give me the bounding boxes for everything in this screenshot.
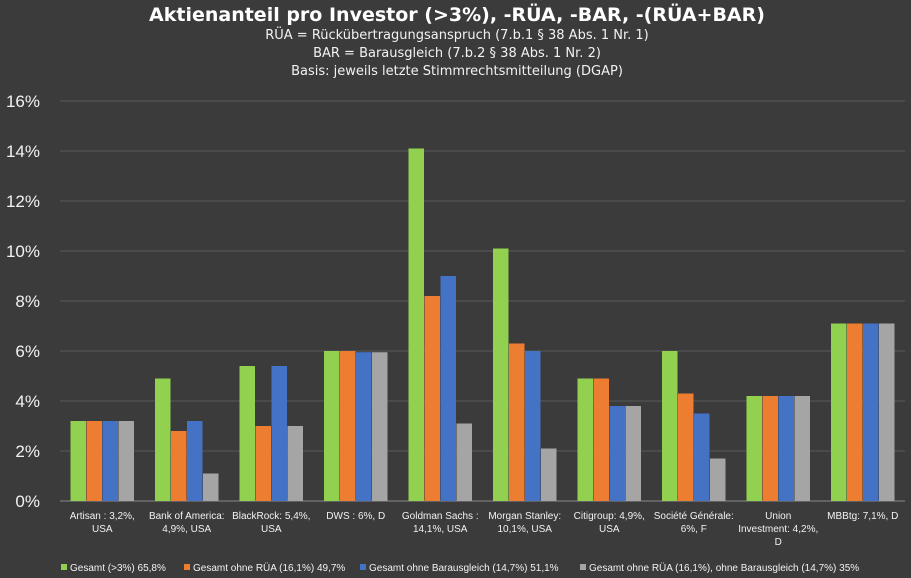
- legend-swatch: [184, 564, 190, 570]
- bar: [577, 378, 593, 501]
- bar: [625, 406, 641, 501]
- y-tick-label: 0%: [15, 492, 40, 511]
- bar: [356, 352, 372, 501]
- bar: [424, 296, 440, 501]
- legend-swatch: [360, 564, 366, 570]
- legend: Gesamt (>3%) 65,8% Gesamt ohne RÜA (16,1%…: [61, 562, 859, 574]
- legend-swatch: [580, 564, 586, 570]
- bar: [171, 431, 187, 501]
- x-tick-label: BlackRock: 5,4%,: [232, 511, 310, 522]
- bar: [593, 378, 609, 501]
- bar: [271, 366, 287, 501]
- bar: [118, 421, 134, 501]
- bar: [340, 351, 356, 501]
- x-tick-label: USA: [261, 524, 282, 535]
- legend-label: Gesamt (>3%) 65,8%: [70, 563, 166, 574]
- x-tick-label: D: [775, 537, 782, 548]
- bars: [70, 148, 895, 501]
- bar: [155, 378, 171, 501]
- bar: [778, 396, 794, 501]
- bar: [372, 352, 388, 501]
- legend-label: Gesamt ohne Barausgleich (14,7%) 51,1%: [369, 563, 559, 574]
- bar: [541, 448, 557, 501]
- bar: [239, 366, 255, 501]
- x-tick-label: 4,9%, USA: [162, 524, 211, 535]
- legend-label: Gesamt ohne RÜA (16,1%) 49,7%: [193, 562, 345, 574]
- bar: [525, 351, 541, 501]
- bar: [509, 343, 525, 501]
- legend-label: Gesamt ohne RÜA (16,1%), ohne Barausglei…: [589, 562, 859, 574]
- x-tick-label: MBBtg: 7,1%, D: [827, 511, 898, 522]
- x-tick-label: Union: [765, 511, 791, 522]
- chart-subtitle-line-3: Basis: jeweils letzte Stimmrechtsmitteil…: [291, 64, 623, 79]
- x-tick-label: 14,1%, USA: [413, 524, 468, 535]
- legend-swatch: [61, 564, 67, 570]
- bar: [678, 393, 694, 501]
- y-tick-label: 4%: [15, 392, 40, 411]
- x-tick-label: DWS : 6%, D: [326, 511, 385, 522]
- bar: [187, 421, 203, 501]
- y-tick-label: 14%: [6, 142, 40, 161]
- bar: [609, 406, 625, 501]
- bar: [794, 396, 810, 501]
- x-tick-label: Goldman Sachs :: [402, 511, 479, 522]
- bar: [863, 323, 879, 501]
- bar: [255, 426, 271, 501]
- chart-subtitle-line-1: RÜA = Rückübertragungsanspruch (7.b.1 § …: [265, 26, 649, 43]
- y-tick-label: 6%: [15, 342, 40, 361]
- x-tick-label: USA: [92, 524, 113, 535]
- bar: [746, 396, 762, 501]
- x-axis-tick-labels: Artisan : 3,2%, USA Bank of America: 4,9%, …: [70, 511, 899, 548]
- y-tick-label: 8%: [15, 292, 40, 311]
- y-tick-label: 2%: [15, 442, 40, 461]
- y-tick-label: 16%: [6, 92, 40, 111]
- bar: [493, 248, 509, 501]
- bar: [86, 421, 102, 501]
- bar: [847, 323, 863, 501]
- x-tick-label: Société Générale:: [654, 511, 734, 522]
- bar: [203, 473, 219, 501]
- bar: [831, 323, 847, 501]
- bar: [70, 421, 86, 501]
- chart-title: Aktienanteil pro Investor (>3%), -RÜA, -…: [149, 2, 765, 26]
- bar: [662, 351, 678, 501]
- y-tick-label: 10%: [6, 242, 40, 261]
- x-tick-label: USA: [599, 524, 620, 535]
- x-tick-label: 10,1%, USA: [498, 524, 553, 535]
- bar: [456, 423, 472, 501]
- y-axis-tick-labels: 0% 2% 4% 6% 8% 10% 12% 14% 16%: [6, 92, 40, 511]
- bar: [102, 421, 118, 501]
- bar: [287, 426, 303, 501]
- x-tick-label: Bank of America:: [149, 511, 225, 522]
- x-tick-label: Citigroup: 4,9%,: [574, 511, 645, 522]
- x-tick-label: Morgan Stanley:: [488, 511, 561, 522]
- bar: [324, 351, 340, 501]
- bar: [762, 396, 778, 501]
- y-tick-label: 12%: [6, 192, 40, 211]
- bar: [694, 413, 710, 501]
- x-tick-label: Investment: 4,2%,: [738, 524, 818, 535]
- bar: [408, 148, 424, 501]
- bar: [440, 276, 456, 501]
- chart-subtitle-line-2: BAR = Barausgleich (7.b.2 § 38 Abs. 1 Nr…: [313, 46, 601, 61]
- x-tick-label: Artisan : 3,2%,: [70, 511, 135, 522]
- bar: [879, 323, 895, 501]
- x-tick-label: 6%, F: [681, 524, 707, 535]
- bar: [710, 458, 726, 501]
